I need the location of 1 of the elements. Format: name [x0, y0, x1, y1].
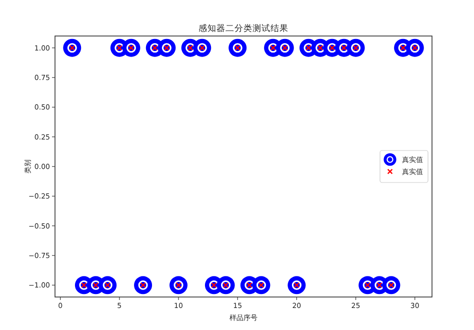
chart-title: 感知器二分类测试结果 [198, 23, 288, 34]
